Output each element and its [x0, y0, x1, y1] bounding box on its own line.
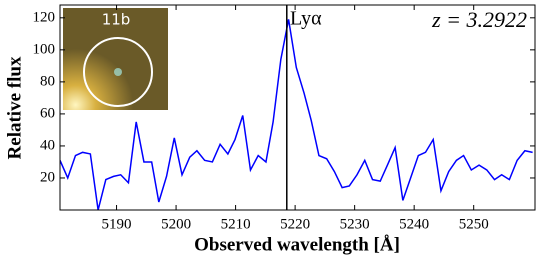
inset-image: 11b — [63, 8, 168, 110]
inset-aperture — [83, 37, 153, 107]
x-tick-label: 5210 — [221, 216, 251, 232]
inset-source — [114, 68, 122, 76]
y-tick-label: 100 — [33, 41, 56, 57]
x-tick-label: 5190 — [102, 216, 132, 232]
y-axis-label: Relative flux — [4, 56, 25, 159]
y-tick-label: 120 — [33, 9, 56, 25]
y-tick-label: 60 — [40, 105, 55, 121]
inset-label: 11b — [102, 11, 131, 29]
y-tick-label: 20 — [40, 169, 55, 185]
y-tick-label: 80 — [40, 73, 55, 89]
x-tick-label: 5250 — [459, 216, 489, 232]
redshift-label: z = 3.2922 — [431, 7, 527, 32]
inset-background — [63, 8, 168, 110]
x-axis-label: Observed wavelength [Å] — [194, 234, 400, 255]
spectrum-line — [60, 19, 533, 210]
plot-frame — [59, 4, 536, 211]
x-tick-label: 5200 — [161, 216, 191, 232]
x-tick-label: 5220 — [280, 216, 310, 232]
line-label: Lyα — [290, 8, 322, 30]
y-tick-label: 40 — [40, 137, 55, 153]
x-tick-label: 5230 — [340, 216, 370, 232]
x-tick-label: 5240 — [399, 216, 429, 232]
